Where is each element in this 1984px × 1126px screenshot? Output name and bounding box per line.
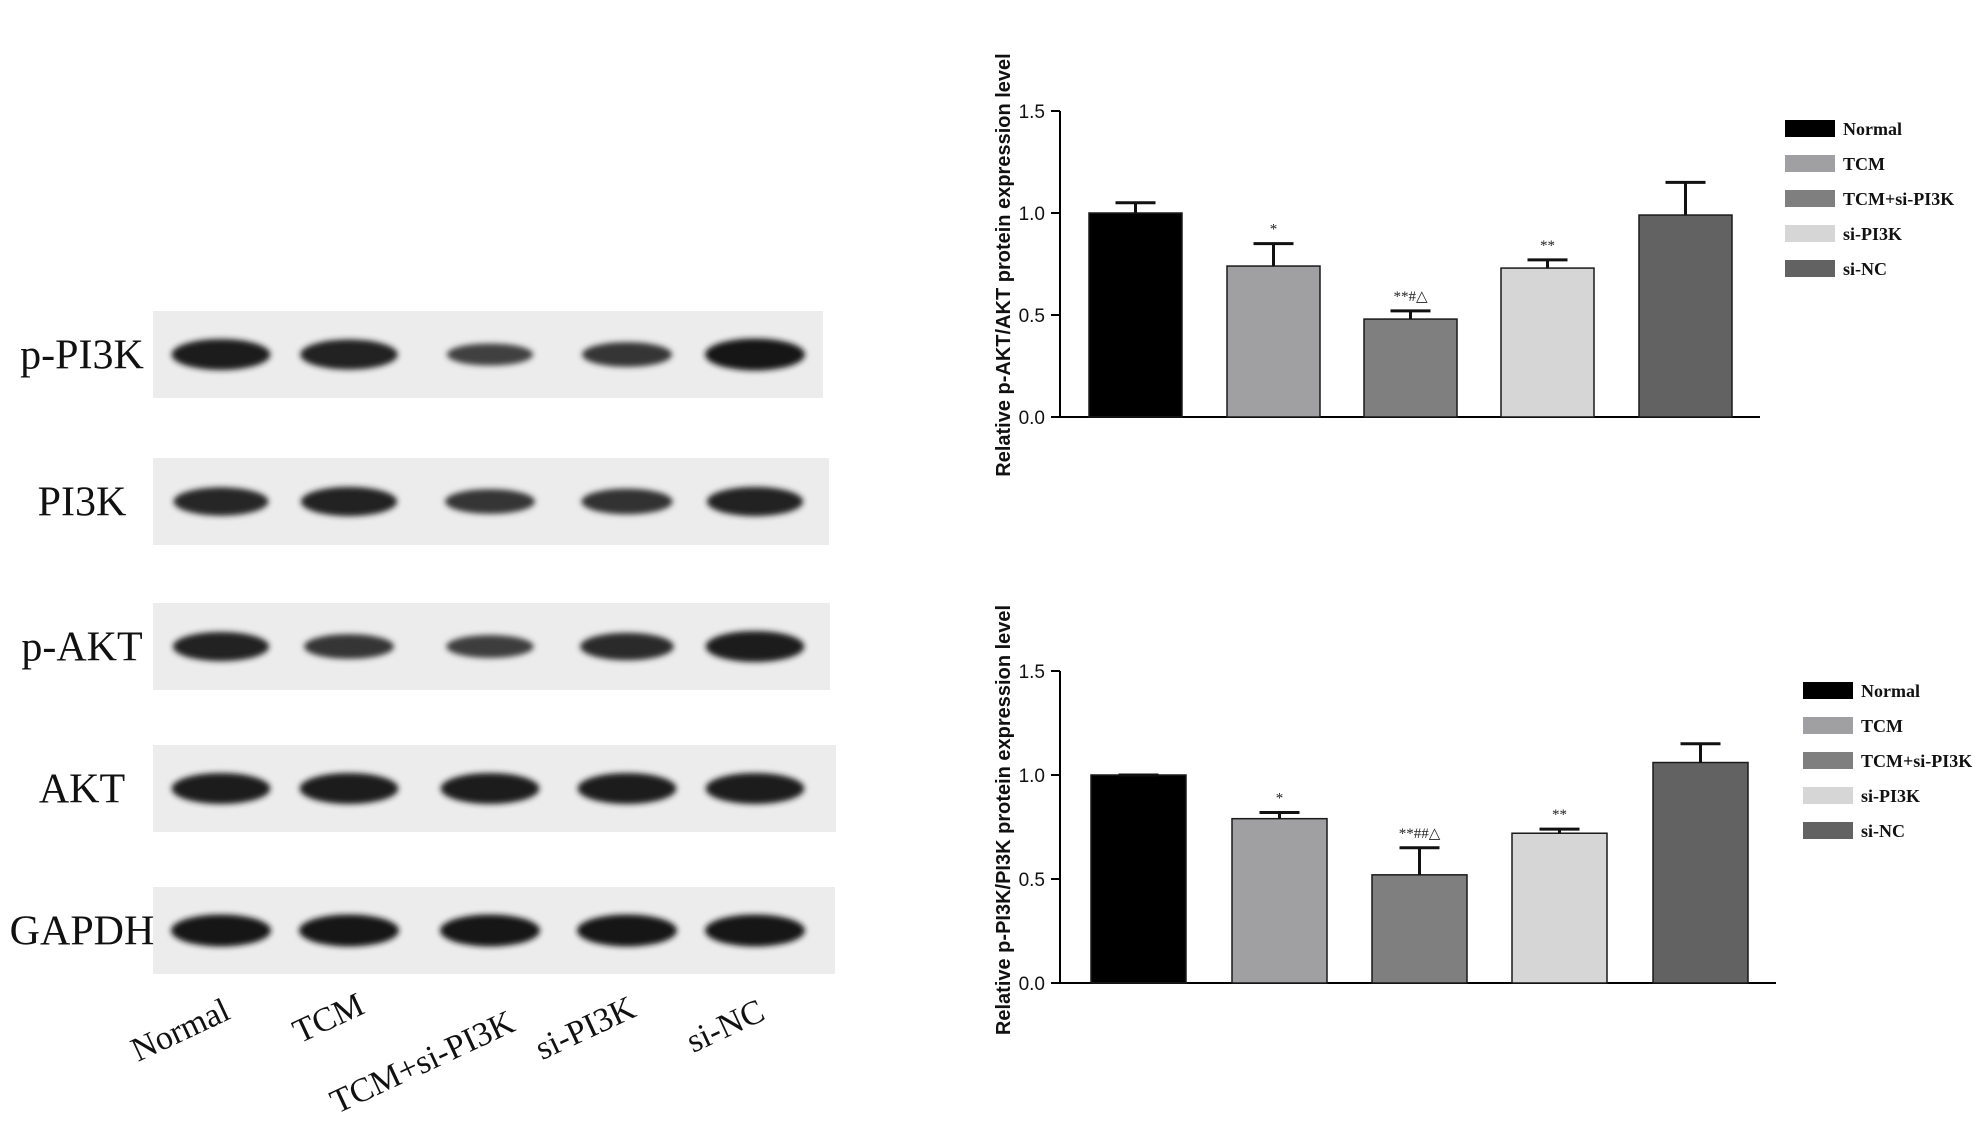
bar-si-pi3k [1511, 832, 1608, 984]
blot-lane-label: si-PI3K [530, 989, 642, 1067]
bar-si-nc [1652, 761, 1749, 984]
legend-label: si-NC [1861, 821, 1905, 841]
blot-row-p-akt: p-AKT [21, 603, 830, 690]
legend-swatch-normal [1803, 682, 1853, 699]
bar-si-pi3k [1500, 267, 1595, 418]
blot-row-pi3k: PI3K [38, 458, 829, 545]
blot-band [304, 634, 394, 659]
significance-annotation: * [1276, 790, 1284, 806]
blot-band [706, 486, 804, 517]
blot-band [440, 914, 540, 947]
blot-band [300, 339, 398, 370]
legend-label: Normal [1861, 681, 1920, 701]
blot-band [300, 486, 398, 517]
significance-annotation: **##△ [1399, 826, 1441, 842]
blot-band [446, 635, 534, 658]
blot-row-label: p-PI3K [20, 333, 144, 379]
blot-row-label: p-AKT [21, 625, 142, 671]
legend-swatch-tcm-si-pi3k [1785, 190, 1835, 207]
legend-swatch-tcm [1785, 155, 1835, 172]
y-axis-title: Relative p-AKT/AKT protein expression le… [993, 53, 1015, 476]
blot-row-label: AKT [39, 767, 125, 813]
blot-row-gapdh: GAPDH [10, 887, 835, 974]
legend-swatch-tcm [1803, 717, 1853, 734]
blot-band [582, 342, 672, 367]
blot-lane-label: si-NC [681, 993, 770, 1061]
bar-tcm [1231, 817, 1328, 984]
legend-label: TCM [1843, 154, 1885, 174]
bar-tcm [1226, 265, 1321, 418]
y-tick-label: 0.5 [1019, 870, 1045, 891]
blot-band [299, 772, 399, 805]
blot-row-label: PI3K [38, 480, 127, 526]
legend-swatch-si-pi3k [1785, 225, 1835, 242]
legend-label: Normal [1843, 119, 1902, 139]
legend-swatch-normal [1785, 120, 1835, 137]
blot-row-p-pi3k: p-PI3K [20, 311, 823, 398]
legend-label: si-PI3K [1843, 224, 1902, 244]
blot-band [171, 772, 271, 805]
blot-band [172, 631, 270, 662]
y-tick-label: 0.0 [1019, 974, 1045, 995]
blot-band [705, 914, 805, 947]
blot-lane-label: Normal [126, 992, 236, 1069]
y-tick-label: 0.5 [1019, 306, 1045, 327]
y-tick-label: 1.5 [1019, 662, 1045, 683]
significance-annotation: ** [1552, 807, 1567, 823]
legend-label: si-NC [1843, 259, 1887, 279]
y-tick-label: 1.5 [1019, 102, 1045, 123]
blot-band [581, 488, 673, 515]
blot-band [445, 489, 535, 514]
blot-band [171, 338, 271, 371]
y-axis-title: Relative p-PI3K/PI3K protein expression … [993, 605, 1015, 1035]
significance-annotation: **#△ [1393, 289, 1428, 305]
blot-lane-label: TCM [287, 986, 369, 1051]
legend-swatch-si-nc [1803, 822, 1853, 839]
blot-band [173, 487, 269, 516]
blot-row-akt: AKT [39, 745, 836, 832]
blot-band [705, 630, 805, 663]
legend-label: TCM+si-PI3K [1843, 189, 1954, 209]
blot-band [171, 914, 271, 947]
blot-band [577, 914, 677, 947]
legend-swatch-si-nc [1785, 260, 1835, 277]
bar-si-nc [1638, 214, 1733, 418]
y-tick-label: 1.0 [1019, 766, 1045, 787]
significance-annotation: ** [1540, 238, 1555, 254]
legend-swatch-si-pi3k [1803, 787, 1853, 804]
significance-annotation: * [1270, 222, 1278, 238]
blot-band [446, 343, 534, 366]
legend-label: TCM+si-PI3K [1861, 751, 1972, 771]
legend-swatch-tcm-si-pi3k [1803, 752, 1853, 769]
blot-band [577, 772, 677, 805]
y-tick-label: 0.0 [1019, 408, 1045, 429]
blot-band [580, 632, 674, 661]
legend-label: TCM [1861, 716, 1903, 736]
y-tick-label: 1.0 [1019, 204, 1045, 225]
blot-band [299, 914, 399, 947]
blot-band [440, 772, 540, 805]
blot-band [705, 772, 805, 805]
blot-row-label: GAPDH [10, 909, 155, 955]
blot-band [705, 338, 805, 371]
bar-normal [1088, 212, 1183, 418]
legend-label: si-PI3K [1861, 786, 1920, 806]
bar-tcm-si-pi3k [1371, 874, 1468, 984]
bar-normal [1090, 774, 1187, 984]
bar-tcm-si-pi3k [1363, 318, 1458, 418]
